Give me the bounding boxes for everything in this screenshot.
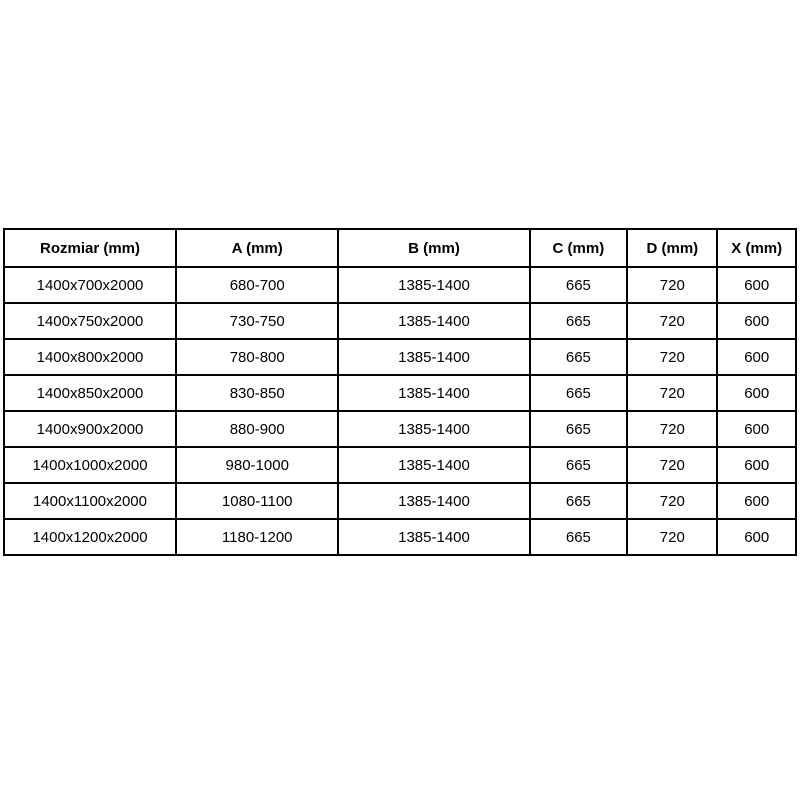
table-cell: 665 <box>528 410 629 448</box>
table-cell: 665 <box>528 518 629 556</box>
table-cell: 600 <box>716 302 797 340</box>
table-row: 1400x1100x2000 1080-1100 1385-1400 665 720 60… <box>3 482 797 520</box>
table-cell: 720 <box>626 266 719 304</box>
table-row: 1400x750x2000 730-750 1385-1400 665 720 600 <box>3 302 797 340</box>
table-cell: 1400x700x2000 <box>3 266 177 304</box>
table-cell: 1400x1000x2000 <box>3 446 177 484</box>
table-cell: 720 <box>626 410 719 448</box>
size-table: Rozmiar (mm) A (mm) B (mm) C (mm) D (mm) X (m… <box>3 228 797 556</box>
table-cell: 720 <box>626 482 719 520</box>
table-cell: 600 <box>716 446 797 484</box>
table-cell: 780-800 <box>174 338 340 376</box>
table-cell: 720 <box>626 446 719 484</box>
column-header: A (mm) <box>174 228 340 268</box>
table-cell: 730-750 <box>174 302 340 340</box>
table-row: 1400x1000x2000 980-1000 1385-1400 665 720 600 <box>3 446 797 484</box>
table-cell: 680-700 <box>174 266 340 304</box>
table-cell: 1400x850x2000 <box>3 374 177 412</box>
table-cell: 600 <box>716 518 797 556</box>
table-cell: 980-1000 <box>174 446 340 484</box>
table-cell: 1400x900x2000 <box>3 410 177 448</box>
table-cell: 1385-1400 <box>337 302 531 340</box>
table-cell: 720 <box>626 518 719 556</box>
table-cell: 1080-1100 <box>174 482 340 520</box>
table-header-row: Rozmiar (mm) A (mm) B (mm) C (mm) D (mm) X (m… <box>3 228 797 268</box>
table-cell: 1400x800x2000 <box>3 338 177 376</box>
table-row: 1400x900x2000 880-900 1385-1400 665 720 600 <box>3 410 797 448</box>
table-cell: 665 <box>528 482 629 520</box>
column-header: X (mm) <box>716 228 797 268</box>
table-cell: 600 <box>716 338 797 376</box>
table-cell: 1400x750x2000 <box>3 302 177 340</box>
table-cell: 1385-1400 <box>337 446 531 484</box>
table-cell: 600 <box>716 410 797 448</box>
table-cell: 720 <box>626 338 719 376</box>
table-cell: 665 <box>528 446 629 484</box>
column-header: Rozmiar (mm) <box>3 228 177 268</box>
table-cell: 1385-1400 <box>337 374 531 412</box>
table-row: 1400x850x2000 830-850 1385-1400 665 720 600 <box>3 374 797 412</box>
table-cell: 1385-1400 <box>337 518 531 556</box>
table-cell: 720 <box>626 374 719 412</box>
table-cell: 1385-1400 <box>337 482 531 520</box>
table-cell: 665 <box>528 266 629 304</box>
table-cell: 1180-1200 <box>174 518 340 556</box>
column-header: B (mm) <box>337 228 531 268</box>
table-cell: 600 <box>716 374 797 412</box>
table-row: 1400x1200x2000 1180-1200 1385-1400 665 720 60… <box>3 518 797 556</box>
table-cell: 1385-1400 <box>337 410 531 448</box>
column-header: D (mm) <box>626 228 719 268</box>
table-cell: 665 <box>528 374 629 412</box>
table-cell: 665 <box>528 338 629 376</box>
table-cell: 1385-1400 <box>337 338 531 376</box>
table-body: 1400x700x2000 680-700 1385-1400 665 720 600 14… <box>3 266 797 556</box>
table-cell: 1385-1400 <box>337 266 531 304</box>
table-cell: 720 <box>626 302 719 340</box>
table-cell: 1400x1200x2000 <box>3 518 177 556</box>
table-cell: 880-900 <box>174 410 340 448</box>
table-row: 1400x700x2000 680-700 1385-1400 665 720 600 <box>3 266 797 304</box>
table-row: 1400x800x2000 780-800 1385-1400 665 720 600 <box>3 338 797 376</box>
table-cell: 665 <box>528 302 629 340</box>
table-cell: 600 <box>716 482 797 520</box>
table-head: Rozmiar (mm) A (mm) B (mm) C (mm) D (mm) X (m… <box>3 228 797 268</box>
table-cell: 1400x1100x2000 <box>3 482 177 520</box>
table-cell: 830-850 <box>174 374 340 412</box>
table-cell: 600 <box>716 266 797 304</box>
column-header: C (mm) <box>528 228 629 268</box>
